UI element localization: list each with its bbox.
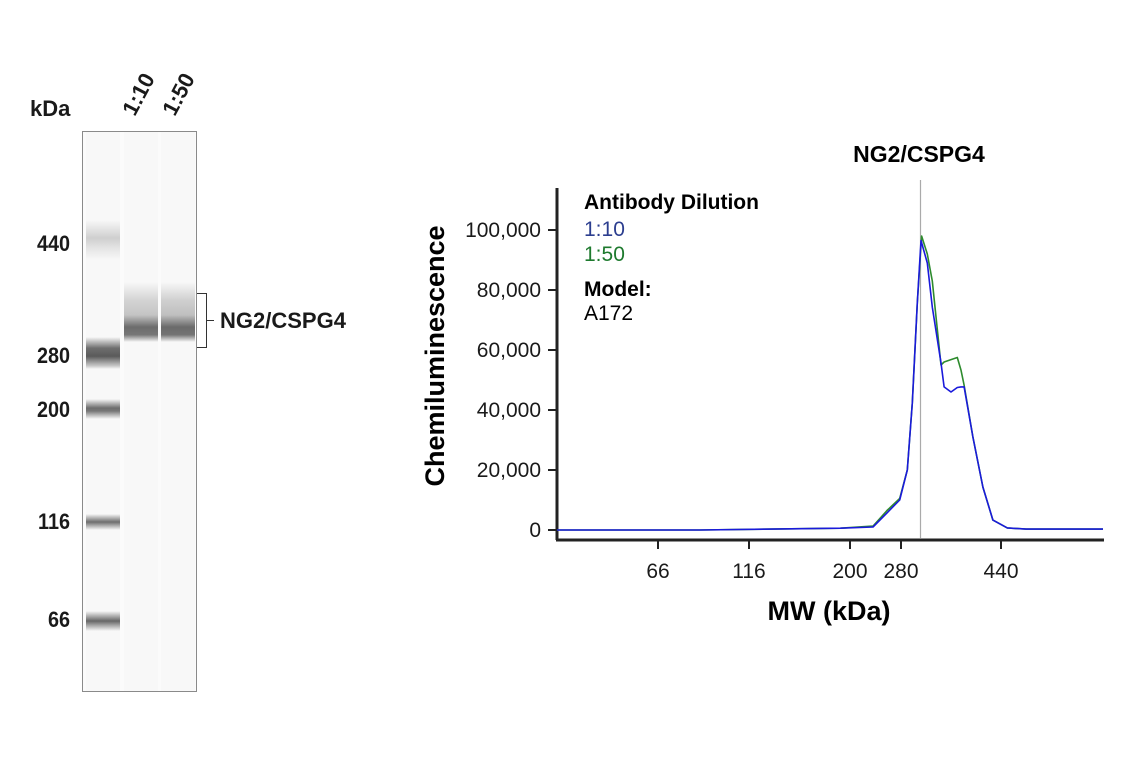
legend-model-value: A172 xyxy=(584,302,633,325)
ladder-band-440 xyxy=(86,220,120,260)
y-tick-label: 0 xyxy=(529,519,541,542)
legend-model-label: Model: xyxy=(584,278,652,301)
target-bracket xyxy=(197,293,207,348)
y-tick-label: 100,000 xyxy=(465,219,541,242)
x-tick-label: 280 xyxy=(883,560,918,583)
ladder-band-200 xyxy=(86,399,120,419)
sample-lane-1-50 xyxy=(161,132,195,691)
ladder-band-66 xyxy=(86,611,120,631)
x-axis-label: MW (kDa) xyxy=(768,596,891,626)
ladder-band-280 xyxy=(86,337,120,369)
legend-title: Antibody Dilution xyxy=(584,191,759,214)
y-tick-label: 20,000 xyxy=(477,459,541,482)
bracket-tick xyxy=(207,320,214,321)
x-tick-label: 66 xyxy=(646,560,669,583)
ng2-band xyxy=(161,282,195,342)
sample-lane-1-10 xyxy=(124,132,158,691)
y-axis-label: Chemiluminescence xyxy=(420,225,450,486)
target-label: NG2/CSPG4 xyxy=(220,308,346,333)
x-tick-label: 116 xyxy=(732,560,765,583)
marker-label-200: 200 xyxy=(36,397,70,422)
ng2-band xyxy=(124,282,158,342)
x-tick-label: 440 xyxy=(983,560,1018,583)
y-tick-label: 80,000 xyxy=(477,279,541,302)
marker-label-280: 280 xyxy=(36,343,70,368)
marker-label-66: 66 xyxy=(47,607,70,632)
x-tick-label: 200 xyxy=(832,560,867,583)
kda-unit-label: kDa xyxy=(30,96,71,121)
blot-image xyxy=(82,131,197,692)
y-tick-label: 60,000 xyxy=(477,339,541,362)
y-tick-label: 40,000 xyxy=(477,399,541,422)
series-line-1-10 xyxy=(557,239,1103,531)
ladder-lane xyxy=(86,132,120,691)
legend-entry-1-10: 1:10 xyxy=(584,218,625,241)
marker-label-116: 116 xyxy=(38,509,70,534)
legend-entry-1-50: 1:50 xyxy=(584,243,625,266)
marker-label-440: 440 xyxy=(36,231,70,256)
chart-title: NG2/CSPG4 xyxy=(853,141,985,167)
plot-area: 0 20,000 40,000 60,000 80,000 100,000 66 116 200… xyxy=(465,180,1104,583)
ladder-band-116 xyxy=(86,514,120,530)
